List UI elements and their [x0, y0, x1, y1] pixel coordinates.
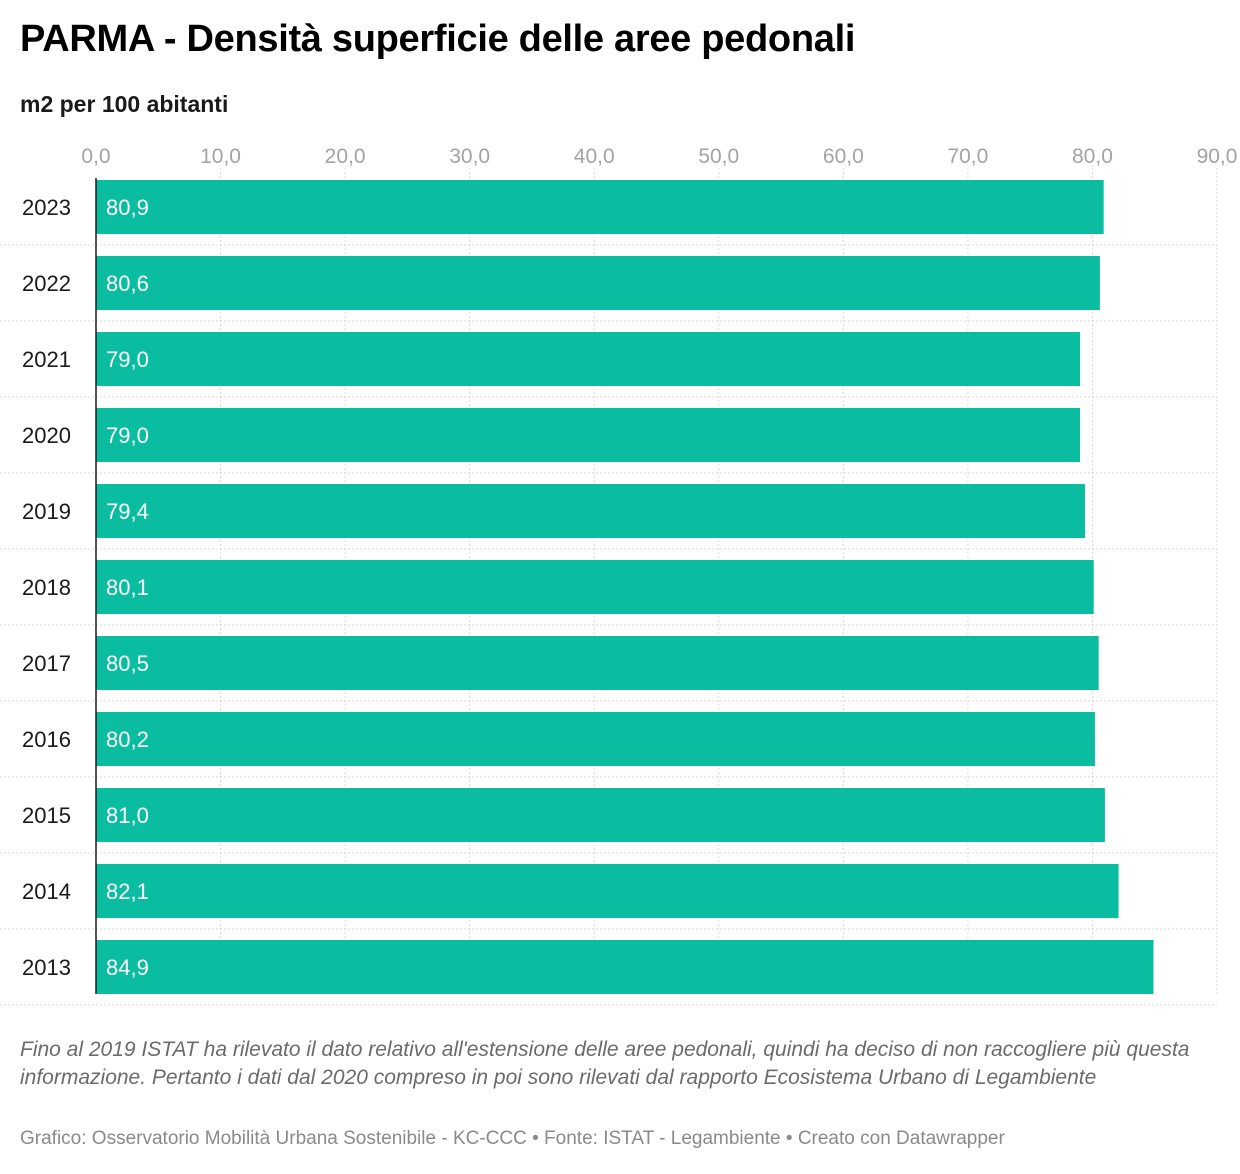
category-label: 2020 [22, 423, 71, 448]
bar [96, 408, 1080, 462]
bar [96, 712, 1095, 766]
bar [96, 332, 1080, 386]
bar [96, 940, 1154, 994]
value-label: 80,9 [106, 195, 149, 220]
chart-title: PARMA - Densità superficie delle aree pe… [20, 18, 856, 60]
value-label: 79,0 [106, 347, 149, 372]
category-label: 2018 [22, 575, 71, 600]
value-label: 82,1 [106, 879, 149, 904]
x-tick-label: 80,0 [1072, 145, 1113, 168]
value-label: 80,5 [106, 651, 149, 676]
category-label: 2019 [22, 499, 71, 524]
bar [96, 788, 1105, 842]
category-label: 2021 [22, 347, 71, 372]
category-label: 2017 [22, 651, 71, 676]
value-label: 80,6 [106, 271, 149, 296]
x-tick-label: 40,0 [574, 145, 615, 168]
category-labels: 2023 2022 2021 2020 2019 2018 2017 2016 2015 2014… [22, 195, 71, 980]
x-tick-label: 20,0 [325, 145, 366, 168]
value-label: 79,0 [106, 423, 149, 448]
category-label: 2014 [22, 879, 71, 904]
bar [96, 560, 1094, 614]
bar [96, 864, 1119, 918]
bar [96, 636, 1099, 690]
chart-note: Fino al 2019 ISTAT ha rilevato il dato r… [20, 1038, 1190, 1089]
x-tick-label: 30,0 [449, 145, 490, 168]
x-tick-label: 70,0 [947, 145, 988, 168]
x-tick-label: 50,0 [698, 145, 739, 168]
value-label: 80,2 [106, 727, 149, 752]
bar [96, 180, 1104, 234]
x-tick-label: 10,0 [200, 145, 241, 168]
x-tick-label: 0,0 [81, 145, 110, 168]
value-label: 80,1 [106, 575, 149, 600]
chart-subtitle: m2 per 100 abitanti [20, 91, 229, 117]
bars: 80,9 80,6 79,0 79,0 79,4 80,1 80,5 80,2 81,0 82,1… [96, 180, 1154, 994]
value-label: 81,0 [106, 803, 149, 828]
category-label: 2013 [22, 955, 71, 980]
value-label: 79,4 [106, 499, 149, 524]
category-label: 2023 [22, 195, 71, 220]
chart-credits: Grafico: Osservatorio Mobilità Urbana So… [20, 1128, 1005, 1149]
bar-chart: 0,0 10,0 20,0 30,0 40,0 50,0 60,0 70,0 80,0 90,0 … [0, 145, 1237, 1006]
category-label: 2016 [22, 727, 71, 752]
bar [96, 484, 1085, 538]
x-axis-ticks: 0,0 10,0 20,0 30,0 40,0 50,0 60,0 70,0 80,0 90,0 [81, 145, 1237, 168]
x-tick-label: 60,0 [823, 145, 864, 168]
x-tick-label: 90,0 [1197, 145, 1238, 168]
category-label: 2015 [22, 803, 71, 828]
bar [96, 256, 1100, 310]
category-label: 2022 [22, 271, 71, 296]
value-label: 84,9 [106, 955, 149, 980]
